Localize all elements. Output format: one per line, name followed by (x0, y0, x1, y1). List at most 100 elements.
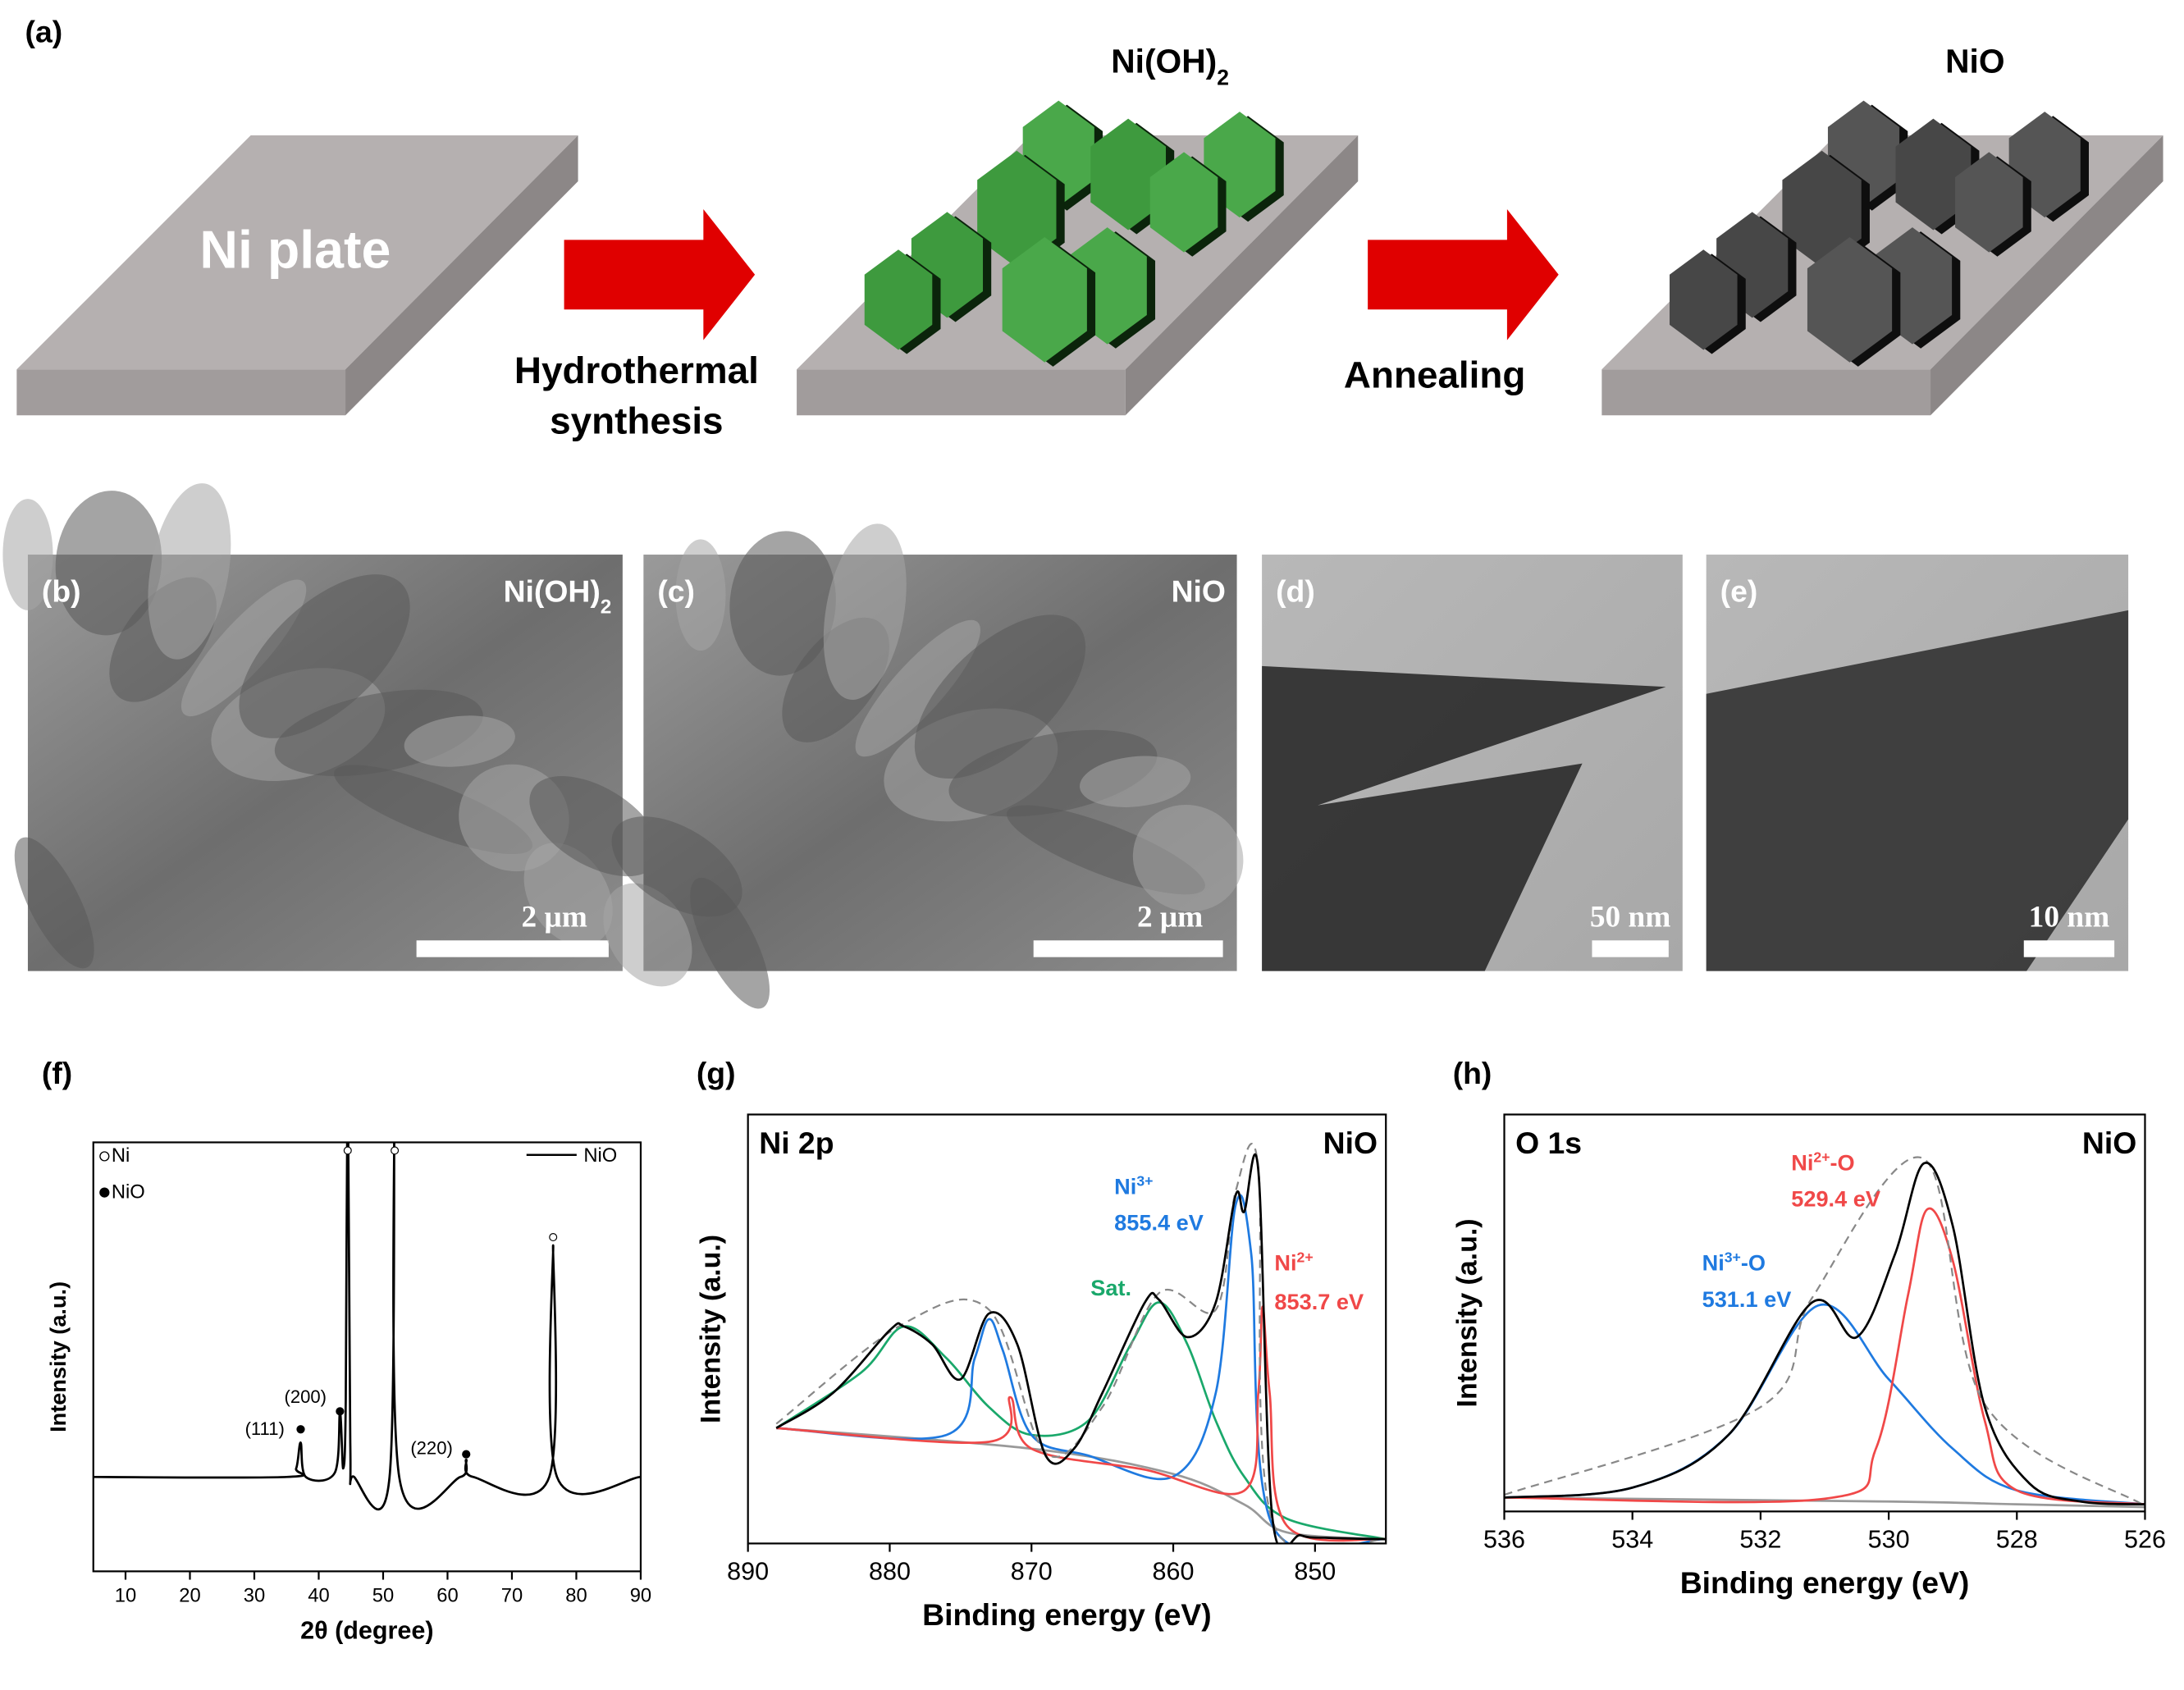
peak-energy: 529.4 eV (1791, 1186, 1880, 1212)
platelet (977, 150, 1057, 268)
x-axis-label: Binding energy (eV) (922, 1597, 1212, 1632)
panel-label: (h) (1453, 1056, 1492, 1090)
peak-label-text: Ni (1274, 1250, 1296, 1276)
sample-label: NiO (1172, 574, 1226, 609)
peak-label-tail: -O (1741, 1250, 1766, 1276)
flake (14, 837, 94, 969)
x-tick-label: 30 (244, 1585, 265, 1607)
flake (729, 531, 836, 676)
x-tick-label: 50 (372, 1585, 394, 1607)
x-tick-label: 860 (1153, 1558, 1195, 1586)
plate-top (16, 135, 578, 370)
nanosheet (1706, 610, 2129, 971)
plate-side (1930, 135, 2163, 416)
plot-frame (92, 1141, 642, 1573)
panel-label: (d) (1276, 574, 1315, 609)
flake (611, 816, 742, 917)
x-axis-label: 2θ (degree) (300, 1617, 434, 1645)
x-tick-label: 528 (1996, 1525, 2038, 1553)
nanosheet (1262, 665, 1666, 971)
platelet (1670, 249, 1738, 350)
product-label-text: NiO (1945, 43, 2004, 80)
plate-side (345, 135, 578, 416)
series-line (1504, 1303, 2145, 1505)
chart: 10 20 30 40 50 60 70 80 90 2θ (degree) Intensity (… (42, 1056, 651, 1644)
platelet (1955, 152, 2023, 253)
x-tick-label: 850 (1294, 1558, 1336, 1586)
peak-label-text: Ni (1114, 1173, 1136, 1199)
panel-label: (g) (697, 1056, 736, 1090)
panel-label: (f) (42, 1056, 72, 1090)
flake (55, 491, 162, 636)
peak-label-text: Ni (1702, 1250, 1725, 1276)
y-axis-label: Intensity (a.u.) (1452, 1218, 1483, 1407)
plot-title: O 1s (1515, 1126, 1582, 1160)
x-tick-label: 80 (565, 1585, 587, 1607)
scale-bar (1592, 940, 1669, 957)
x-tick-label: 40 (308, 1585, 329, 1607)
plate-front (1601, 369, 1931, 416)
flake (148, 483, 231, 660)
nio-peak-marker (296, 1425, 305, 1434)
ni-peak-marker (343, 1146, 352, 1155)
process-arrow (1368, 208, 1559, 340)
flake (914, 614, 1086, 779)
sample-label-sub: 2 (601, 596, 612, 618)
legend-label: Ni (112, 1144, 130, 1167)
micrograph: (d) 50 nm (1262, 555, 1683, 971)
peak-label: Ni3+-O (1702, 1249, 1766, 1276)
platelet (864, 249, 933, 350)
flake (2, 499, 53, 610)
platelet (1149, 152, 1218, 253)
sample-label: NiO (1323, 1126, 1378, 1160)
product-label: NiO (1945, 43, 2004, 80)
flake (603, 883, 692, 987)
ni-peak-marker (549, 1233, 558, 1242)
plot-title: Ni 2p (759, 1126, 834, 1160)
series-line (1504, 1156, 2145, 1507)
panel-label: (a) (25, 14, 63, 48)
ni-plate (16, 135, 578, 416)
flake (855, 619, 980, 757)
flake (404, 715, 515, 767)
scale-bar (2023, 940, 2115, 957)
peak-label-sup: 3+ (1136, 1172, 1153, 1189)
product-label: Ni(OH)2 (1111, 43, 1229, 90)
platelet (1895, 118, 1972, 231)
series-line (775, 1153, 1387, 1544)
peak-label: Ni3+ (1114, 1172, 1153, 1199)
flake (1080, 756, 1191, 807)
platelet (1807, 236, 1893, 363)
legend-label: NiO (583, 1144, 617, 1167)
plate-label: Ni plate (199, 220, 391, 279)
micrograph: (c) NiO 2 μm (603, 523, 1244, 1009)
peak-energy: 855.4 eV (1114, 1209, 1204, 1235)
flake (675, 539, 726, 651)
x-tick-label: 870 (1011, 1558, 1053, 1586)
legend-marker (99, 1151, 110, 1162)
peak-label-sup: 2+ (1297, 1249, 1314, 1266)
platelet (1090, 118, 1167, 231)
legend-label: NiO (112, 1181, 145, 1203)
plot-frame (1503, 1113, 2146, 1513)
peak-energy: 531.1 eV (1702, 1286, 1792, 1312)
sample-label-text: NiO (1172, 574, 1226, 609)
x-tick-label: 70 (501, 1585, 523, 1607)
peak-label-text: Sat. (1090, 1275, 1131, 1300)
y-axis-label: Intensity (a.u.) (696, 1235, 727, 1423)
series-line (776, 1427, 1387, 1541)
peak-label: Ni2+-O (1791, 1149, 1854, 1175)
panel-label: (c) (657, 574, 695, 609)
platelet (1002, 236, 1087, 363)
chart: 536 534 532 530 528 526 Binding energy (eV) Int… (1452, 1056, 2166, 1600)
flake (239, 574, 410, 738)
peak-label-text: Ni (1791, 1149, 1813, 1175)
peak-index: (220) (410, 1438, 453, 1459)
series-line (775, 1142, 1387, 1544)
flake (823, 523, 907, 700)
flake (1132, 804, 1244, 912)
peak-label-tail: -O (1830, 1149, 1855, 1175)
product-label-sub: 2 (1217, 66, 1229, 90)
plate-side (1125, 135, 1359, 416)
